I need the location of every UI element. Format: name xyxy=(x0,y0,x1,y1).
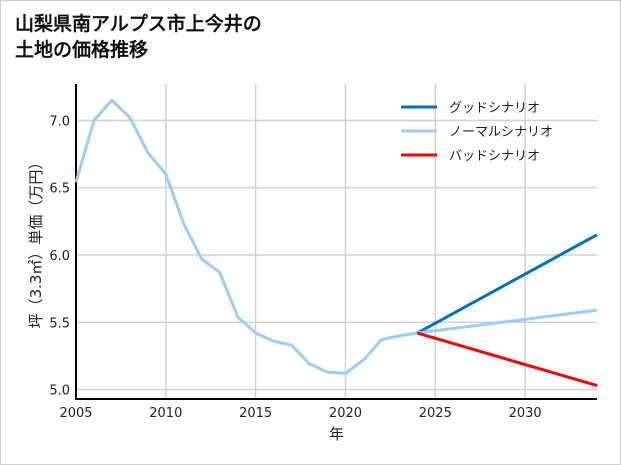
y-tick-label: 7.0 xyxy=(49,114,70,129)
legend-label: ノーマルシナリオ xyxy=(449,125,553,140)
x-tick-label: 2010 xyxy=(149,406,182,421)
y-tick-label: 6.5 xyxy=(49,182,70,197)
y-tick-label: 6.0 xyxy=(49,249,70,264)
legend-label: バッドシナリオ xyxy=(449,149,540,164)
x-tick-label: 2005 xyxy=(59,406,92,421)
y-tick-label: 5.0 xyxy=(49,384,70,399)
x-axis-label: 年 xyxy=(329,425,344,443)
series-line-1 xyxy=(417,308,598,335)
x-tick-label: 2025 xyxy=(419,406,452,421)
y-tick-label: 5.5 xyxy=(49,316,70,331)
x-tick-label: 2030 xyxy=(509,406,542,421)
legend-label: グッドシナリオ xyxy=(449,101,540,116)
chart-title: 山梨県南アルプス市上今井の 土地の価格推移 xyxy=(15,13,262,61)
series-line-0 xyxy=(416,233,598,335)
x-tick-label: 2015 xyxy=(239,406,272,421)
history-line xyxy=(74,98,418,375)
y-axis-label: 坪（3.3㎡）単価（万円） xyxy=(27,155,45,329)
series-line-2 xyxy=(416,331,598,387)
x-tick-label: 2020 xyxy=(329,406,362,421)
